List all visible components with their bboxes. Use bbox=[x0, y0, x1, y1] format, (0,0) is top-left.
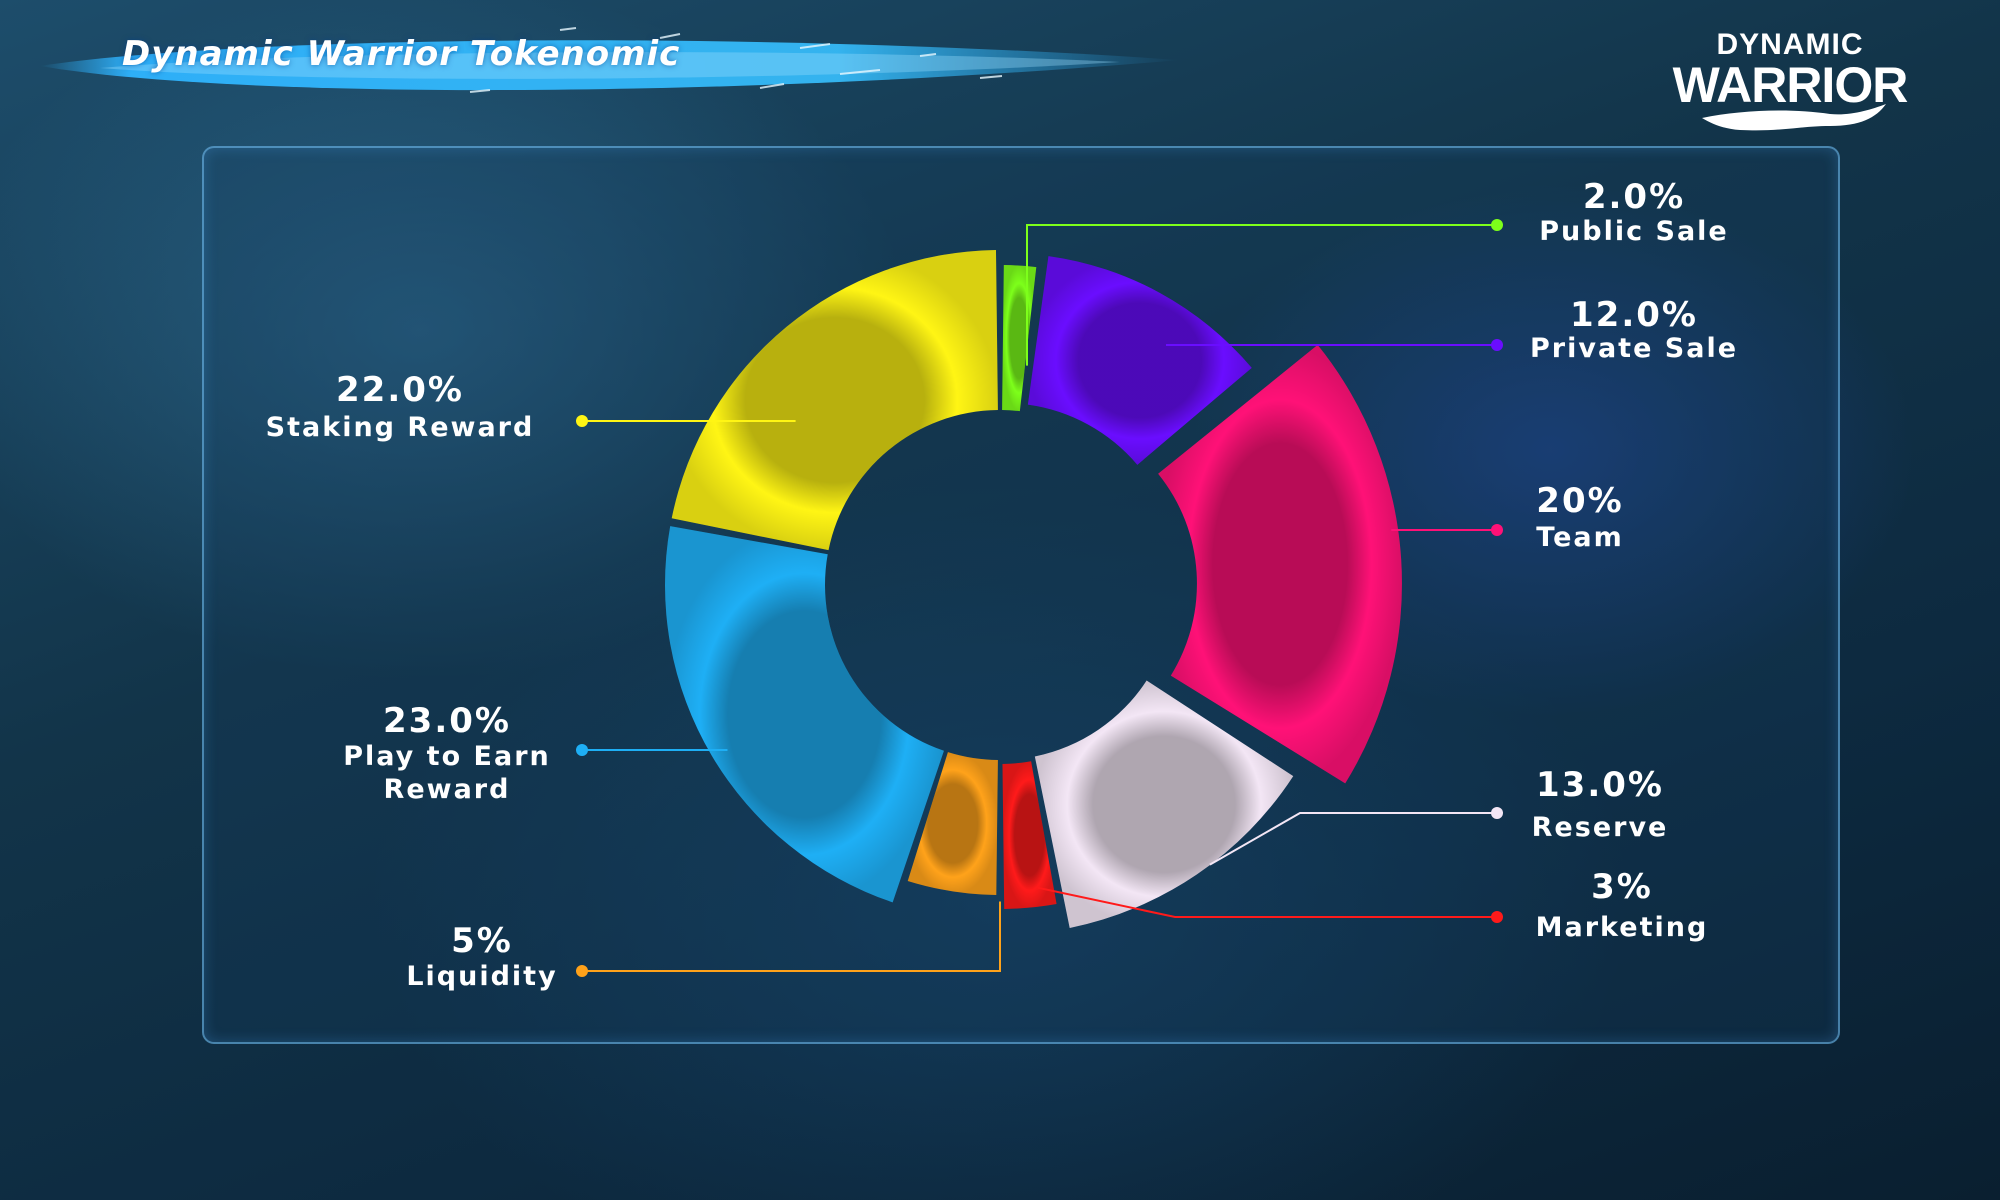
category-label-reserve: Reserve bbox=[1532, 812, 1669, 843]
callout-dot-liquidity bbox=[576, 965, 588, 977]
percent-label-private-sale: 12.0% bbox=[1570, 295, 1698, 335]
callout-line-liquidity bbox=[582, 901, 1001, 972]
callout-dot-marketing bbox=[1491, 911, 1503, 923]
callout-dot-team bbox=[1491, 524, 1503, 536]
title-banner bbox=[40, 27, 1180, 93]
brand-logo: DYNAMIC WARRIOR bbox=[1660, 28, 1920, 131]
slice-shade bbox=[1027, 256, 1252, 465]
page-title: Dynamic Warrior Tokenomic bbox=[122, 34, 681, 74]
percent-label-marketing: 3% bbox=[1591, 867, 1653, 907]
callout-dot-public-sale bbox=[1491, 219, 1503, 231]
category-label-play-to-earn-reward-line-2: Reward bbox=[384, 774, 511, 805]
callout-dot-staking-reward bbox=[576, 415, 588, 427]
percent-label-public-sale: 2.0% bbox=[1583, 177, 1685, 217]
category-label-private-sale: Private Sale bbox=[1530, 333, 1738, 364]
slice-shade bbox=[1002, 761, 1057, 909]
callout-line-marketing bbox=[1037, 886, 1497, 918]
callout-line-reserve bbox=[1209, 812, 1497, 866]
dragon-swoosh-icon bbox=[1702, 104, 1886, 131]
logo-line-2: WARRIOR bbox=[1672, 57, 1909, 113]
category-label-play-to-earn-reward-line-1: Play to Earn bbox=[343, 741, 551, 772]
slice-shade bbox=[907, 752, 998, 895]
percent-label-liquidity: 5% bbox=[451, 921, 513, 961]
category-label-staking-reward: Staking Reward bbox=[266, 412, 535, 443]
slice-shade bbox=[1158, 344, 1402, 784]
slice-shade bbox=[1034, 680, 1294, 928]
category-label-marketing: Marketing bbox=[1536, 912, 1709, 943]
category-label-public-sale: Public Sale bbox=[1539, 216, 1728, 247]
percent-label-staking-reward: 22.0% bbox=[336, 370, 464, 410]
slice-shade bbox=[665, 526, 944, 903]
percent-label-reserve: 13.0% bbox=[1536, 765, 1664, 805]
slice-shade bbox=[671, 250, 998, 551]
category-label-team: Team bbox=[1536, 522, 1624, 553]
logo-line-1: DYNAMIC bbox=[1716, 28, 1864, 61]
percent-label-play-to-earn-reward: 23.0% bbox=[383, 701, 511, 741]
callout-dot-play-to-earn-reward bbox=[576, 744, 588, 756]
category-label-liquidity: Liquidity bbox=[406, 961, 557, 992]
percent-label-team: 20% bbox=[1536, 481, 1623, 521]
callout-dot-private-sale bbox=[1491, 339, 1503, 351]
callout-dot-reserve bbox=[1491, 807, 1503, 819]
callout-line-public-sale bbox=[1026, 224, 1497, 366]
